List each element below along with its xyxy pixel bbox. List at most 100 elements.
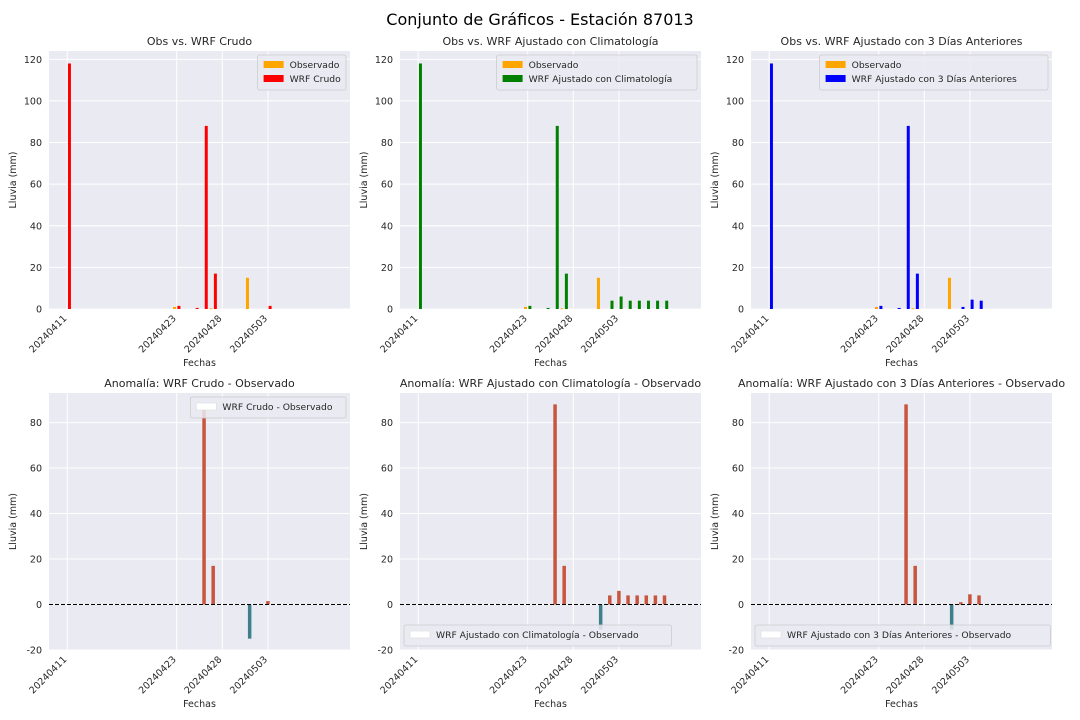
bar	[769, 63, 773, 309]
bar	[608, 595, 612, 605]
bar	[202, 404, 206, 605]
y-tick-label: 80	[30, 418, 42, 429]
bar	[266, 601, 270, 605]
legend: WRF Crudo - Observado	[189, 396, 347, 419]
x-tick-label: 20240503	[579, 313, 621, 355]
x-tick-label: 20240411	[378, 313, 420, 355]
bar	[596, 277, 600, 309]
bar	[213, 273, 217, 309]
y-tick-label: 40	[381, 509, 393, 520]
bar	[897, 307, 901, 309]
bar	[562, 565, 566, 605]
bar	[959, 602, 963, 605]
x-tick-label: 20240428	[533, 313, 575, 355]
bar	[635, 595, 639, 605]
x-tick-label: 20240411	[378, 654, 420, 696]
bar	[564, 273, 568, 309]
y-tick-label: 20	[30, 555, 42, 566]
y-tick-label: -20	[26, 646, 42, 657]
y-tick-label: 100	[726, 96, 744, 107]
chart-title: Obs vs. WRF Ajustado con 3 Días Anterior…	[781, 35, 1023, 48]
y-tick-label: 120	[375, 55, 393, 66]
y-tick-label: 0	[387, 305, 393, 316]
bar	[644, 595, 649, 605]
x-tick-label: 20240423	[137, 654, 179, 696]
x-axis-label: Fechas	[183, 358, 216, 369]
bar	[913, 565, 917, 605]
y-axis-label: Lluvia (mm)	[8, 493, 19, 550]
legend-swatch	[502, 75, 523, 82]
y-tick-label: -20	[728, 646, 744, 657]
chart-panel-3: 0 20 40 60 80 100 120 20240411 20240423 20240428 2…	[710, 35, 1052, 369]
chart-title: Anomalía: WRF Ajustado con 3 Días Anteri…	[738, 377, 1065, 390]
chart-title: Obs vs. WRF Ajustado con Climatología	[442, 35, 658, 48]
bar	[553, 404, 557, 605]
bar	[911, 308, 915, 310]
chart-panel-1: 0 20 40 60 80 100 120 20240411 20240423 20240428 2…	[8, 35, 350, 369]
legend-swatch	[263, 75, 284, 82]
bar	[555, 125, 559, 309]
y-tick-label: 20	[381, 263, 393, 274]
legend: Observado WRF Ajustado con Climatología	[496, 54, 698, 91]
x-tick-label: 20240503	[228, 313, 270, 355]
legend-box	[403, 624, 673, 647]
y-tick-label: 120	[726, 55, 744, 66]
x-tick-label: 20240411	[27, 654, 69, 696]
bar	[665, 300, 669, 309]
y-tick-label: 20	[381, 555, 393, 566]
legend-box	[189, 396, 347, 419]
x-tick-label: 20240423	[137, 313, 179, 355]
legend-box	[819, 54, 1049, 91]
bar	[979, 300, 983, 309]
y-axis-label: Lluvia (mm)	[8, 152, 19, 209]
bar	[195, 307, 199, 309]
y-axis-label: Lluvia (mm)	[359, 152, 370, 209]
legend: WRF Ajustado con 3 Días Anteriores - Obs…	[754, 624, 1052, 647]
legend-label: Observado	[529, 60, 579, 71]
y-tick-label: 20	[30, 263, 42, 274]
legend: Observado WRF Crudo	[257, 54, 347, 91]
x-tick-label: 20240428	[182, 313, 224, 355]
x-axis-label: Fechas	[885, 358, 918, 369]
bar	[646, 300, 650, 309]
y-tick-label: 60	[30, 464, 42, 475]
y-tick-label: 120	[24, 55, 42, 66]
y-tick-label: 80	[381, 418, 393, 429]
bar	[528, 305, 532, 309]
y-axis-label: Lluvia (mm)	[710, 493, 721, 550]
y-tick-label: 40	[732, 509, 744, 520]
plot-area	[49, 51, 350, 309]
x-tick-label: 20240423	[488, 654, 530, 696]
y-tick-label: 60	[732, 180, 744, 191]
figure-title: Conjunto de Gráficos - Estación 87013	[386, 10, 694, 29]
bar	[637, 300, 641, 309]
y-tick-label: 40	[30, 509, 42, 520]
legend-swatch	[263, 61, 284, 68]
y-tick-label: 0	[387, 600, 393, 611]
bar	[211, 565, 215, 605]
legend: Observado WRF Ajustado con 3 Días Anterio…	[819, 54, 1049, 91]
legend-label: WRF Ajustado con 3 Días Anteriores	[852, 74, 1017, 85]
legend-box	[754, 624, 1052, 647]
y-tick-label: 40	[30, 221, 42, 232]
bar	[977, 595, 981, 605]
legend-label: Observado	[290, 60, 340, 71]
bar	[418, 63, 422, 309]
bar	[268, 305, 272, 309]
bar	[879, 305, 883, 309]
bar	[610, 300, 614, 309]
x-tick-label: 20240411	[729, 654, 771, 696]
y-tick-label: 60	[30, 180, 42, 191]
bar	[961, 306, 965, 309]
chart-title: Obs vs. WRF Crudo	[147, 35, 253, 48]
plot-area	[49, 393, 350, 650]
legend: WRF Ajustado con Climatología - Observad…	[403, 624, 673, 647]
y-tick-label: -20	[377, 646, 393, 657]
x-tick-label: 20240428	[884, 313, 926, 355]
chart-panel-6: -20 0 20 40 60 80 20240411 20240423 20240428 2024…	[710, 377, 1065, 710]
y-tick-label: 60	[381, 464, 393, 475]
bar	[209, 308, 213, 310]
x-axis-label: Fechas	[183, 699, 216, 710]
legend-swatch	[825, 61, 846, 68]
bar	[662, 595, 667, 605]
